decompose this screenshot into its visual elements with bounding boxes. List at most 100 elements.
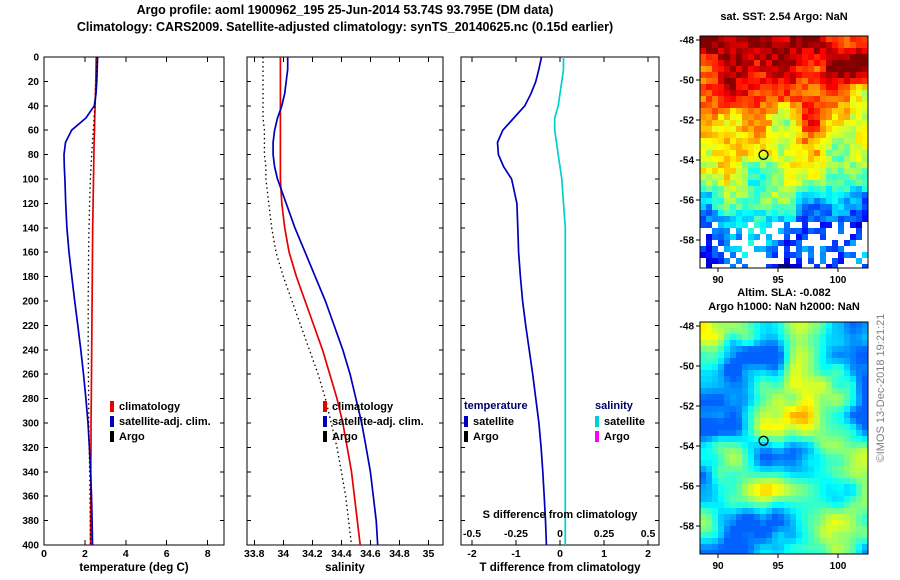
climatology-line-swatch (323, 401, 327, 412)
sst_map: 90 95 100 -48 -50 -52 -54 -56 -58 (680, 35, 869, 286)
climatology-line-swatch (110, 401, 114, 412)
svg-text:35: 35 (423, 548, 435, 560)
svg-text:-52: -52 (680, 116, 695, 127)
svg-text:90: 90 (712, 275, 724, 286)
svg-text:34.6: 34.6 (360, 548, 381, 560)
svg-text:0: 0 (557, 528, 563, 540)
svg-text:90: 90 (712, 561, 724, 572)
svg-text:40: 40 (28, 101, 40, 112)
legend-label: Argo (604, 430, 630, 443)
svg-text:2: 2 (82, 548, 88, 560)
svg-text:-56: -56 (680, 482, 695, 493)
svg-text:340: 340 (22, 467, 39, 478)
sla-map-title: Altim. SLA: -0.082 (737, 287, 831, 299)
svg-text:240: 240 (22, 345, 39, 356)
salinity-axis-label: salinity (325, 562, 365, 574)
svg-text:180: 180 (22, 272, 39, 283)
svg-text:33.8: 33.8 (244, 548, 265, 560)
svg-text:160: 160 (22, 248, 39, 259)
svg-text:-48: -48 (680, 36, 695, 47)
legend-item-satellite-clim: satellite-adj. clim. (323, 414, 424, 429)
svg-text:95: 95 (772, 561, 784, 572)
s-argo-line-swatch (595, 431, 599, 442)
difference-temperature-legend: temperature satellite Argo (464, 399, 528, 444)
t-argo-line-swatch (464, 431, 468, 442)
figure-title: Argo profile: aoml 1900962_195 25-Jun-20… (136, 3, 554, 17)
legend-item-argo: Argo (323, 429, 424, 444)
sla_map: 90 95 100 -48 -50 -52 -54 -56 -58 (680, 321, 869, 572)
satellite-clim-line-swatch (110, 416, 114, 427)
legend-label: satellite-adj. clim. (119, 415, 211, 428)
svg-text:120: 120 (22, 199, 39, 210)
svg-text:280: 280 (22, 394, 39, 405)
argo-line-swatch (110, 431, 114, 442)
svg-text:-48: -48 (680, 322, 695, 333)
satellite-clim-line-swatch (323, 416, 327, 427)
svg-text:2: 2 (645, 548, 651, 560)
argo-position-marker (758, 435, 769, 446)
legend-label: satellite-adj. clim. (332, 415, 424, 428)
svg-text:-58: -58 (680, 236, 695, 247)
sla-map-subtitle: Argo h1000: NaN h2000: NaN (708, 301, 860, 313)
difference-salinity-legend: salinity satellite Argo (595, 399, 645, 444)
svg-text:140: 140 (22, 223, 39, 234)
svg-text:34.4: 34.4 (331, 548, 352, 560)
svg-text:100: 100 (22, 175, 39, 186)
svg-text:0: 0 (33, 53, 39, 64)
s-difference-axis-label: S difference from climatology (482, 509, 638, 521)
svg-text:4: 4 (123, 548, 129, 560)
argo-position-marker (758, 149, 769, 160)
svg-text:80: 80 (28, 150, 40, 161)
svg-text:-0.5: -0.5 (463, 528, 481, 540)
legend-item-argo: Argo (110, 429, 211, 444)
svg-text:380: 380 (22, 516, 39, 527)
t-satellite-line-swatch (464, 416, 468, 427)
svg-text:100: 100 (830, 275, 847, 286)
salinity-panel: 33.8 34 34.2 34.4 34.6 34.8 35 (244, 56, 444, 560)
legend-item-s-argo: Argo (595, 429, 645, 444)
svg-text:200: 200 (22, 297, 39, 308)
legend-item-satellite-clim: satellite-adj. clim. (110, 414, 211, 429)
svg-text:0.5: 0.5 (641, 528, 656, 540)
svg-text:360: 360 (22, 492, 39, 503)
svg-text:34.8: 34.8 (389, 548, 410, 560)
svg-text:60: 60 (28, 126, 40, 137)
legend-item-climatology: climatology (110, 399, 211, 414)
svg-text:6: 6 (164, 548, 170, 560)
svg-text:-2: -2 (467, 548, 476, 560)
legend-label: climatology (332, 400, 394, 413)
svg-text:-54: -54 (680, 156, 695, 167)
svg-text:-50: -50 (680, 76, 695, 87)
salinity-legend: climatology satellite-adj. clim. Argo (323, 399, 424, 444)
sst-map-title: sat. SST: 2.54 Argo: NaN (720, 11, 848, 23)
legend-label: Argo (473, 430, 499, 443)
legend-label: Argo (332, 430, 358, 443)
legend-item-t-argo: Argo (464, 429, 528, 444)
svg-text:1: 1 (601, 548, 607, 560)
svg-text:-0.25: -0.25 (504, 528, 528, 540)
svg-text:320: 320 (22, 443, 39, 454)
svg-text:-54: -54 (680, 442, 695, 453)
t-difference-axis-label: T difference from climatology (479, 562, 641, 574)
temperature-legend: climatology satellite-adj. clim. Argo (110, 399, 211, 444)
legend-label: satellite (473, 415, 514, 428)
svg-text:95: 95 (772, 275, 784, 286)
svg-text:0: 0 (41, 548, 47, 560)
legend-item-s-satellite: satellite (595, 414, 645, 429)
svg-text:400: 400 (22, 541, 39, 552)
temperature-axis-label: temperature (deg C) (79, 562, 189, 574)
legend-group-header-salinity: salinity (595, 400, 633, 412)
legend-label: climatology (119, 400, 181, 413)
svg-text:34: 34 (277, 548, 289, 560)
svg-text:220: 220 (22, 321, 39, 332)
difference-panel: -2 -1 0 1 2 -0.5 -0.25 0 0.25 0.5 (460, 56, 660, 560)
argo-line-swatch (323, 431, 327, 442)
svg-text:20: 20 (28, 77, 40, 88)
figure-subtitle: Climatology: CARS2009. Satellite-adjuste… (76, 20, 614, 34)
svg-text:-50: -50 (680, 362, 695, 373)
svg-text:0.25: 0.25 (594, 528, 615, 540)
svg-text:-52: -52 (680, 402, 695, 413)
temperature-panel: 0 2 4 6 802040608010012014016018020022024026… (22, 53, 225, 560)
imos-watermark: ©IMOS 13-Dec-2018 19:21:21 (875, 313, 887, 463)
svg-text:8: 8 (205, 548, 211, 560)
